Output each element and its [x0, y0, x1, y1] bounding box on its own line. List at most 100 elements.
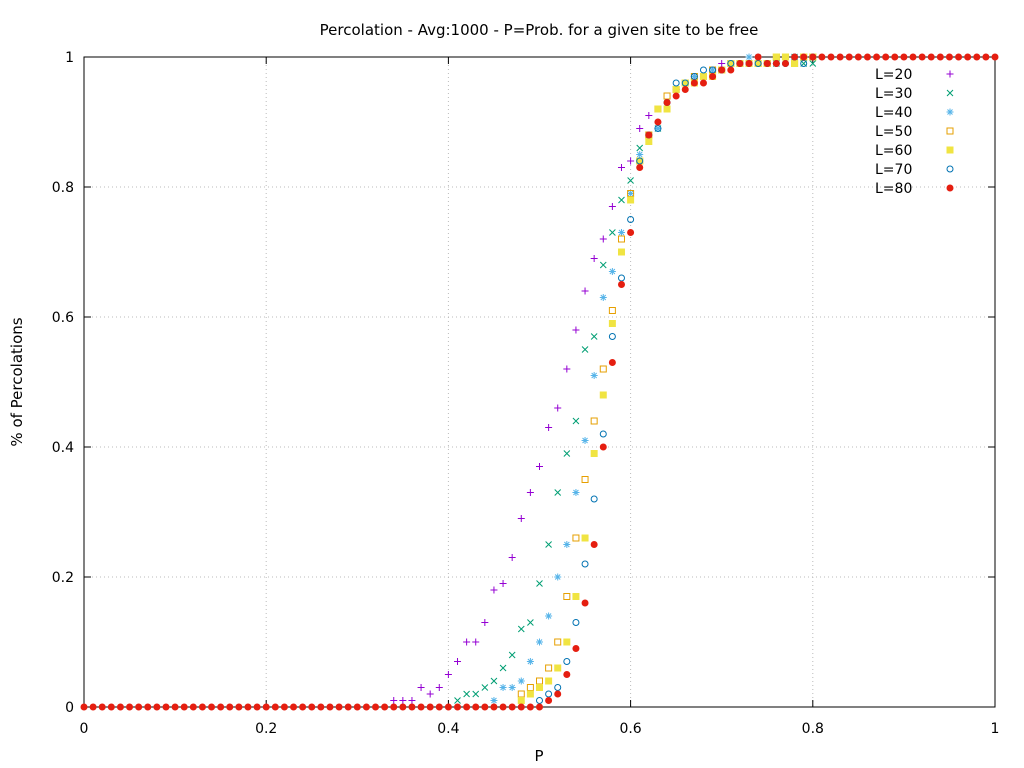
data-point	[536, 697, 543, 704]
data-point	[126, 703, 134, 711]
data-point	[873, 53, 881, 61]
data-point	[536, 580, 543, 587]
data-point	[581, 560, 589, 568]
legend-marker	[946, 70, 954, 78]
data-point	[135, 703, 143, 711]
data-point	[89, 703, 97, 711]
data-point	[900, 53, 908, 61]
data-point	[171, 703, 179, 711]
data-point	[599, 391, 607, 399]
data-point	[481, 684, 489, 691]
data-point	[153, 703, 161, 711]
data-point	[454, 703, 462, 711]
data-point	[526, 489, 534, 496]
data-point	[973, 53, 981, 61]
data-point	[772, 60, 780, 67]
data-point	[581, 599, 589, 607]
data-point	[527, 619, 534, 626]
data-point	[627, 157, 635, 165]
data-point	[608, 320, 616, 327]
x-axis-label: P	[534, 747, 543, 765]
data-point	[690, 73, 698, 80]
data-point	[599, 443, 607, 451]
data-point	[617, 229, 625, 236]
data-point	[235, 703, 243, 711]
data-point	[754, 60, 762, 67]
data-point	[590, 333, 598, 340]
data-point	[435, 703, 443, 711]
data-point	[627, 229, 635, 236]
data-point	[472, 638, 480, 646]
data-point	[554, 638, 562, 646]
data-point	[107, 703, 115, 711]
y-tick-label: 0.2	[52, 570, 74, 586]
data-point	[882, 53, 890, 61]
data-point	[727, 66, 735, 74]
data-point	[526, 703, 534, 711]
data-point	[955, 53, 963, 61]
data-point	[454, 658, 462, 665]
legend-marker	[946, 108, 954, 116]
data-point	[581, 476, 589, 483]
data-point	[699, 73, 707, 80]
series-l-50	[517, 53, 817, 698]
data-point	[599, 365, 607, 373]
data-point	[627, 190, 635, 197]
legend-label: L=30	[875, 86, 912, 102]
data-point	[554, 684, 562, 691]
data-point	[490, 586, 498, 594]
data-point	[536, 638, 543, 646]
data-point	[563, 658, 571, 665]
data-point	[609, 229, 616, 236]
data-point	[590, 372, 598, 379]
series-l-80	[80, 53, 999, 711]
data-point	[353, 703, 361, 711]
data-point	[554, 573, 562, 581]
data-point	[599, 261, 607, 269]
data-point	[599, 294, 607, 301]
data-point	[636, 144, 644, 152]
data-point	[335, 703, 343, 711]
data-point	[563, 671, 571, 678]
data-point	[636, 125, 644, 132]
data-point	[754, 53, 762, 61]
data-point	[545, 424, 553, 431]
data-point	[399, 703, 407, 711]
x-tick-label: 1	[991, 721, 1000, 737]
data-point	[618, 196, 625, 204]
data-point	[472, 703, 480, 711]
data-point	[581, 346, 589, 353]
data-point	[517, 515, 525, 522]
legend-label: L=70	[875, 162, 912, 178]
data-point	[718, 66, 726, 74]
data-point	[290, 703, 298, 711]
data-point	[891, 53, 899, 61]
x-tick-label: 0.8	[802, 721, 824, 737]
data-point	[435, 684, 443, 691]
series-l-30	[454, 53, 817, 704]
y-tick-label: 1	[65, 50, 74, 66]
data-point	[499, 664, 507, 672]
data-point	[617, 235, 625, 243]
data-point	[608, 333, 616, 340]
data-point	[144, 703, 152, 711]
data-point	[481, 619, 489, 626]
data-point	[627, 216, 635, 223]
data-point	[608, 268, 616, 275]
data-point	[499, 580, 507, 587]
data-point	[763, 60, 771, 67]
data-point	[463, 703, 471, 711]
data-point	[572, 593, 580, 600]
data-point	[645, 138, 653, 145]
y-tick-label: 0	[65, 700, 74, 716]
data-point	[718, 60, 726, 67]
data-point	[608, 359, 616, 366]
data-point	[827, 53, 835, 61]
data-point	[162, 703, 170, 711]
data-point	[545, 697, 553, 704]
data-point	[572, 326, 580, 334]
data-point	[927, 53, 935, 61]
data-point	[280, 703, 288, 711]
data-point	[526, 684, 534, 691]
